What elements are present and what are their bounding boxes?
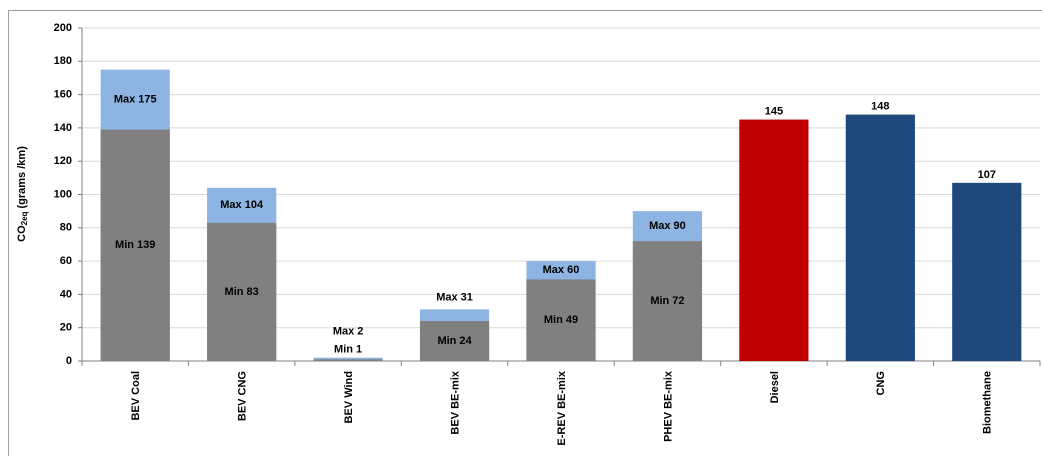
value-label: Max 60 bbox=[543, 264, 580, 276]
value-label: Min 72 bbox=[650, 295, 684, 307]
y-tick-label: 180 bbox=[54, 55, 72, 67]
x-tick-label: Diesel bbox=[769, 371, 781, 403]
value-label: 148 bbox=[871, 100, 889, 112]
y-tick-label: 80 bbox=[60, 222, 72, 234]
value-label: Max 2 bbox=[333, 326, 364, 338]
x-tick-label: BEV Coal bbox=[130, 371, 142, 421]
y-tick-label: 0 bbox=[66, 355, 72, 367]
chart-frame bbox=[8, 10, 1042, 456]
value-label: Max 31 bbox=[436, 291, 473, 303]
x-tick-label: E-REV BE-mix bbox=[556, 370, 568, 445]
x-tick-label: Biomethane bbox=[982, 371, 994, 434]
x-tick-label: PHEV BE-mix bbox=[662, 370, 674, 442]
y-axis-label: CO2eq (grams /km) bbox=[16, 146, 29, 242]
bar bbox=[419, 321, 490, 361]
value-label: Max 90 bbox=[649, 220, 686, 232]
bar bbox=[845, 114, 915, 361]
value-label: Min 139 bbox=[115, 239, 155, 251]
value-label: Min 24 bbox=[437, 335, 472, 347]
x-tick-label: BEV BE-mix bbox=[449, 370, 461, 434]
x-tick-label: BEV Wind bbox=[343, 371, 355, 423]
bar bbox=[313, 359, 383, 361]
y-tick-label: 200 bbox=[54, 22, 72, 34]
y-tick-label: 60 bbox=[60, 255, 72, 267]
value-label: Max 175 bbox=[114, 94, 157, 106]
value-label: 145 bbox=[765, 105, 783, 117]
value-label: Max 104 bbox=[220, 199, 264, 211]
y-tick-label: 100 bbox=[54, 188, 72, 200]
value-label: Min 49 bbox=[544, 314, 578, 326]
y-tick-label: 160 bbox=[54, 89, 72, 101]
y-tick-label: 20 bbox=[60, 322, 72, 334]
value-label: 107 bbox=[978, 169, 996, 181]
bar bbox=[952, 182, 1022, 361]
value-label: Min 1 bbox=[334, 344, 362, 356]
bar bbox=[739, 119, 809, 361]
bar bbox=[100, 129, 170, 361]
y-tick-label: 40 bbox=[60, 288, 72, 300]
y-tick-label: 120 bbox=[54, 155, 72, 167]
x-tick-label: BEV CNG bbox=[237, 371, 249, 421]
y-tick-label: 140 bbox=[54, 122, 72, 134]
value-label: Min 83 bbox=[225, 286, 259, 298]
bar bbox=[632, 241, 703, 361]
bar bbox=[526, 279, 596, 361]
x-tick-label: CNG bbox=[875, 371, 887, 395]
bar bbox=[207, 222, 277, 361]
